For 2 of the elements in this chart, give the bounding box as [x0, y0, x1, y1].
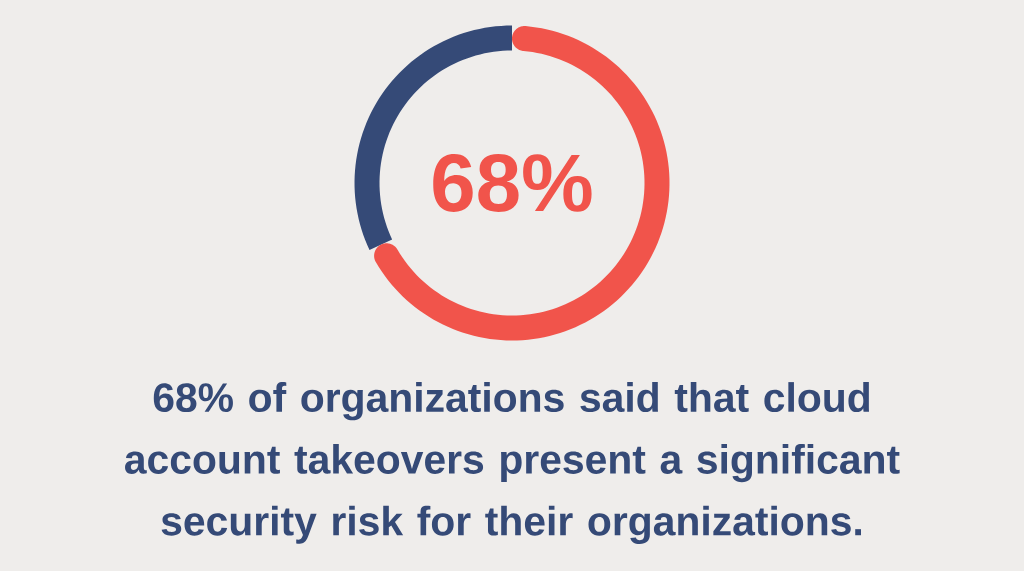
data-label: 68% — [433, 154, 592, 212]
text: 68% of organizations said that cloud account takeovers present a significant security risk for their organizations. — [125, 382, 900, 544]
